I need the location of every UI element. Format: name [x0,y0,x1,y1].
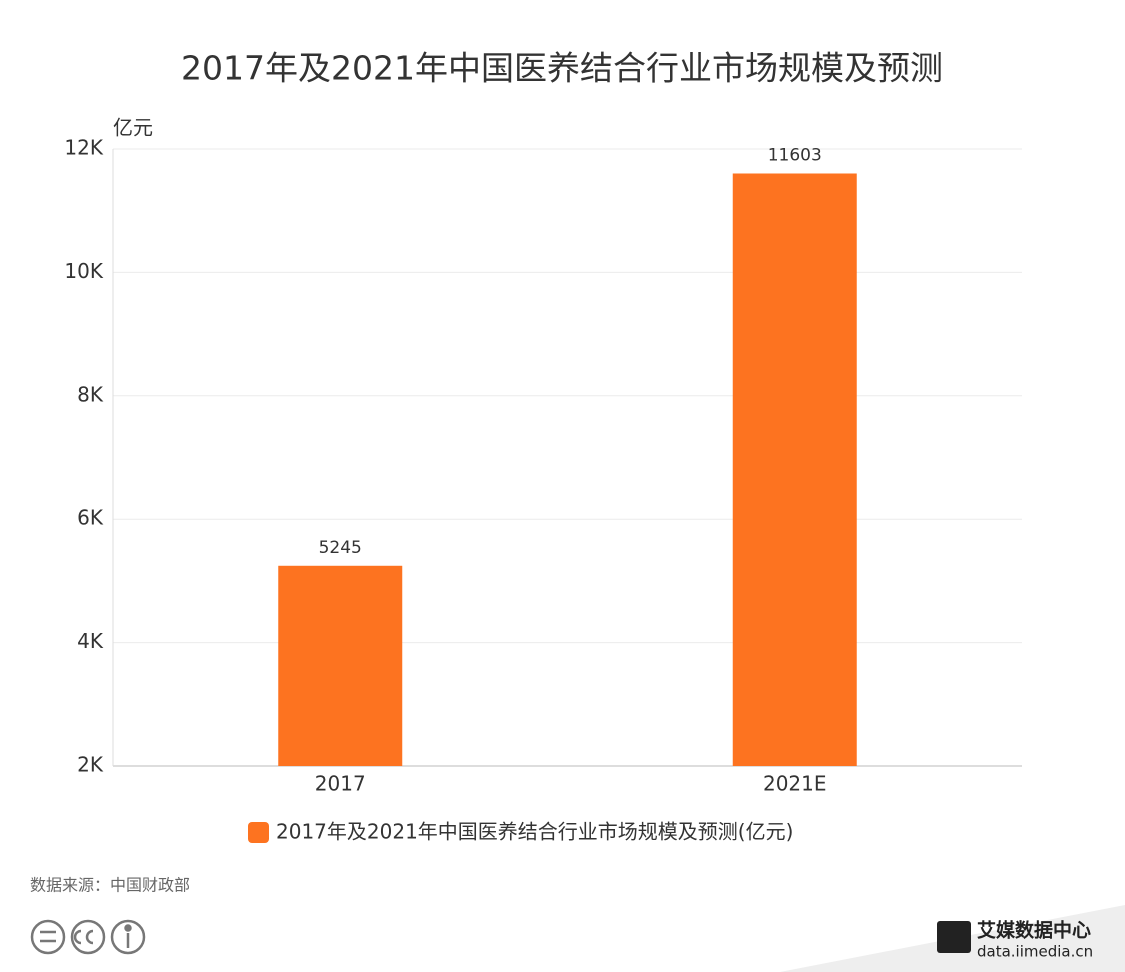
value-label: 11603 [768,145,822,165]
logo-url: data.iimedia.cn [977,943,1093,961]
y-tick-label: 10K [64,259,103,283]
y-unit: 亿元 [113,116,153,140]
bar [732,173,857,767]
y-tick-label: 2K [77,753,104,777]
logo-name: 艾媒数据中心 [977,919,1091,942]
chart-title: 2017年及2021年中国医养结合行业市场规模及预测 [181,49,943,88]
y-tick-label: 12K [64,136,103,160]
license-icons [30,919,146,955]
y-tick-label: 4K [77,629,104,653]
y-tick-label: 8K [77,382,104,406]
legend-swatch [248,822,269,843]
y-tick-label: 6K [77,506,104,530]
bar [278,565,403,766]
logo-icon [937,921,971,953]
x-tick-label: 2021E [763,772,827,796]
source: 数据来源：中国财政部 [30,876,190,895]
value-label: 5245 [319,538,362,558]
legend-label: 2017年及2021年中国医养结合行业市场规模及预测(亿元) [276,820,793,844]
x-tick-label: 2017 [315,772,366,796]
